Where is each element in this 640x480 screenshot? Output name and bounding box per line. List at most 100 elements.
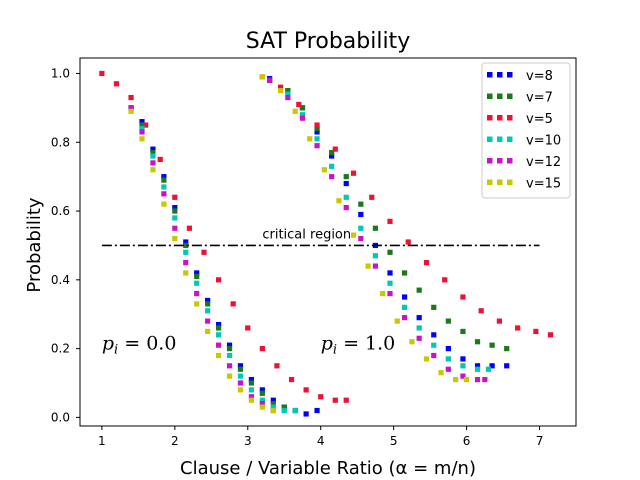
- x-axis-label: Clause / Variable Ratio (α = m/n): [180, 458, 476, 479]
- data-point: [248, 387, 255, 393]
- data-point: [270, 407, 276, 414]
- legend-marker: [497, 93, 503, 99]
- series-v=15: [128, 74, 470, 414]
- data-point: [150, 167, 156, 173]
- data-point: [226, 373, 233, 379]
- data-point: [194, 301, 200, 307]
- data-point: [332, 146, 338, 152]
- data-point: [237, 363, 244, 369]
- data-point: [372, 253, 379, 259]
- data-point: [237, 366, 244, 372]
- legend-marker: [507, 93, 513, 99]
- data-point: [442, 277, 448, 283]
- data-point: [460, 363, 466, 369]
- data-point: [423, 260, 430, 266]
- data-point: [485, 366, 492, 372]
- data-point: [332, 397, 338, 403]
- data-point: [248, 380, 255, 386]
- legend-marker: [507, 72, 513, 78]
- data-point: [215, 325, 222, 331]
- data-point: [329, 153, 335, 159]
- data-point: [194, 280, 200, 286]
- data-point: [409, 339, 415, 345]
- data-point: [259, 346, 265, 352]
- data-point: [139, 129, 145, 135]
- legend-item-v=8: v=8: [487, 69, 553, 84]
- data-point: [401, 270, 408, 276]
- y-tick-label: 0.4: [51, 273, 70, 287]
- data-point: [460, 328, 466, 335]
- legend-marker: [487, 115, 493, 121]
- data-point: [285, 91, 291, 97]
- legend-marker: [497, 115, 503, 121]
- legend-item-v=10: v=10: [487, 134, 561, 149]
- x-tick-label: 4: [317, 434, 325, 448]
- data-point: [150, 153, 156, 159]
- data-point: [281, 404, 287, 410]
- legend: v=8 v=7 v=5 v=10 v=12 v=15: [481, 62, 571, 199]
- x-tick-label: 2: [171, 434, 179, 448]
- legend-marker: [507, 115, 513, 121]
- data-point: [215, 332, 222, 338]
- data-point: [215, 277, 222, 283]
- data-point: [237, 387, 244, 393]
- y-axis-label: Probability: [24, 197, 45, 292]
- data-point: [161, 177, 167, 183]
- data-point: [533, 328, 539, 335]
- data-point: [307, 136, 313, 142]
- data-point: [292, 108, 298, 114]
- critical-region-label: critical region: [262, 227, 351, 242]
- data-point: [292, 407, 298, 414]
- data-point: [226, 342, 233, 348]
- data-point: [401, 315, 408, 321]
- data-point: [161, 184, 167, 190]
- data-point: [416, 335, 422, 341]
- panel-label-left: pi = 0.0: [102, 333, 177, 358]
- data-point: [314, 407, 320, 414]
- data-point: [387, 218, 393, 224]
- legend-marker: [487, 72, 493, 78]
- data-point: [445, 346, 451, 352]
- data-point: [336, 198, 342, 204]
- data-point: [205, 301, 211, 307]
- data-point: [318, 394, 324, 400]
- legend-box: [481, 62, 571, 199]
- data-point: [372, 225, 379, 231]
- data-point: [358, 225, 364, 231]
- legend-marker: [487, 158, 493, 164]
- data-point: [431, 304, 437, 310]
- data-point: [372, 263, 379, 269]
- data-point: [150, 146, 156, 152]
- data-point: [463, 376, 470, 383]
- data-point: [161, 191, 167, 197]
- data-point: [128, 94, 134, 101]
- data-point: [358, 235, 364, 242]
- data-point: [150, 149, 156, 156]
- data-point: [474, 339, 481, 345]
- data-point: [259, 401, 265, 407]
- ticks: 1 2 3 4 5 6 7 0.0 0.2 0.4 0.6 0.8 1.0: [51, 66, 543, 448]
- data-point: [205, 308, 211, 314]
- legend-item-v=7: v=7: [487, 91, 553, 106]
- legend-marker: [507, 179, 513, 185]
- y-tick-label: 0.8: [51, 135, 70, 149]
- legend-marker: [487, 93, 493, 99]
- data-point: [321, 167, 327, 173]
- data-point: [474, 363, 481, 369]
- data-point: [329, 163, 335, 169]
- data-point: [288, 376, 295, 383]
- data-point: [365, 263, 371, 269]
- data-point: [474, 376, 481, 383]
- data-point: [350, 170, 357, 176]
- data-point: [343, 180, 349, 187]
- data-point: [299, 105, 306, 111]
- data-point: [201, 249, 207, 255]
- data-point: [161, 201, 167, 207]
- data-point: [299, 115, 306, 121]
- data-point: [259, 397, 265, 403]
- data-point: [314, 129, 320, 135]
- data-point: [215, 321, 222, 328]
- data-point: [99, 70, 105, 77]
- data-point: [270, 397, 276, 403]
